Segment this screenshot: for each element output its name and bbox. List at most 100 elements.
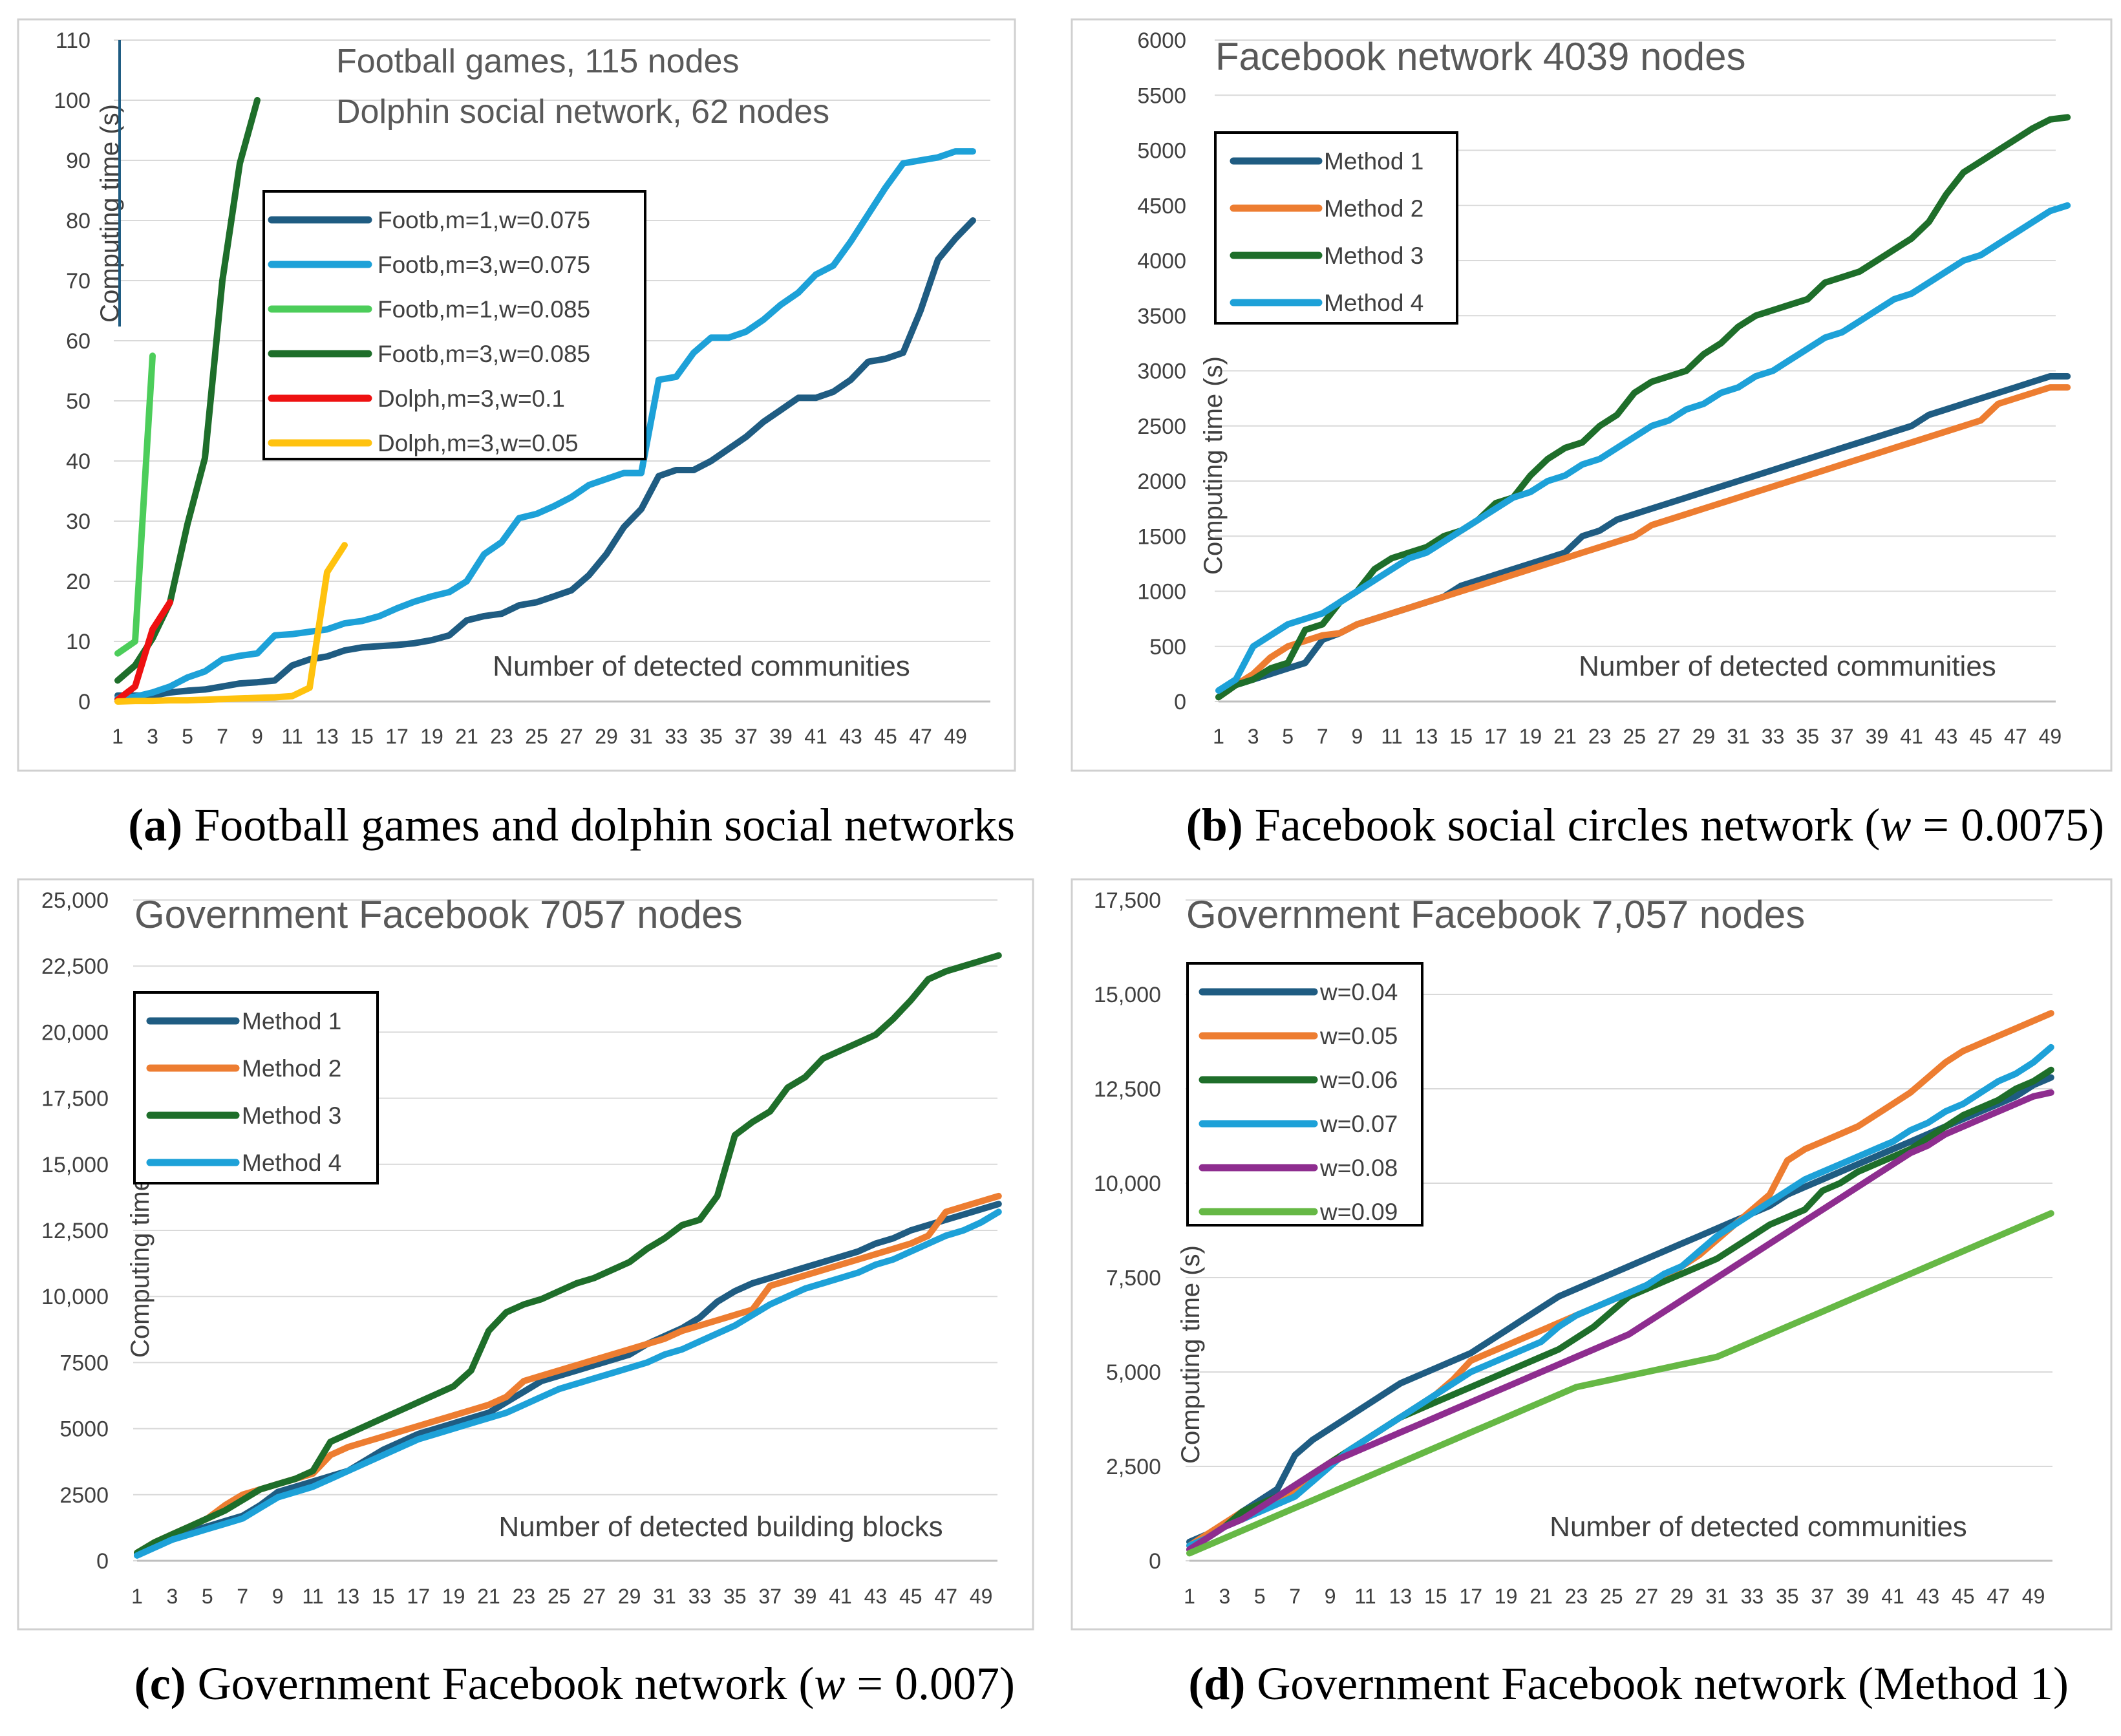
- y-tick-label: 3500: [1137, 304, 1186, 328]
- x-tick-label: 23: [1588, 725, 1612, 748]
- y-tick-label: 17,500: [41, 1087, 109, 1111]
- x-tick-label: 35: [723, 1585, 747, 1608]
- x-tick-label: 45: [874, 725, 897, 748]
- legend-label: w=0.06: [1319, 1067, 1398, 1093]
- y-tick-label: 2500: [1137, 414, 1186, 439]
- y-tick-label: 70: [66, 269, 91, 294]
- y-tick-label: 100: [54, 89, 91, 113]
- y-tick-label: 7,500: [1106, 1266, 1161, 1291]
- x-tick-label: 49: [944, 725, 967, 748]
- series-line-4: [1215, 202, 2071, 694]
- x-axis-label: Number of detected building blocks: [498, 1511, 943, 1543]
- x-tick-label: 29: [618, 1585, 641, 1608]
- legend-label: w=0.05: [1319, 1023, 1398, 1049]
- chart-c: 0 2500 5000 7500 10,000 12,500 15,000 17,500 20,…: [17, 878, 1034, 1709]
- y-tick-label: 40: [66, 449, 91, 474]
- x-tick-label: 45: [1952, 1585, 1975, 1608]
- series-line-5: [114, 599, 173, 703]
- caption-label: (d): [1188, 1658, 1245, 1709]
- x-tick-label: 39: [769, 725, 793, 748]
- x-tick-label: 5: [182, 725, 193, 748]
- x-tick-label: 41: [1881, 1585, 1904, 1608]
- x-tick-label: 31: [630, 725, 653, 748]
- x-tick-label: 21: [477, 1585, 500, 1608]
- legend-label: Footb,m=3,w=0.075: [378, 252, 590, 278]
- x-tick-label: 35: [1776, 1585, 1799, 1608]
- x-tick-label: 27: [1635, 1585, 1658, 1608]
- x-tick-label: 43: [864, 1585, 888, 1608]
- x-tick-label: 39: [1846, 1585, 1870, 1608]
- y-tick-label: 12,500: [1094, 1077, 1161, 1102]
- legend: w=0.04 w=0.05 w=0.06 w=0.07 w=0.08 w=0.09: [1186, 962, 1423, 1227]
- y-tick-label: 17,500: [1094, 888, 1161, 913]
- x-tick-label: 43: [1917, 1585, 1940, 1608]
- y-tick-label: 20: [66, 570, 91, 594]
- x-tick-label: 1: [1184, 1585, 1195, 1608]
- chart-title: Government Facebook 7057 nodes: [134, 893, 743, 936]
- y-tick-label: 10,000: [41, 1285, 109, 1309]
- caption-text: Government Facebook network (Method 1): [1245, 1658, 2069, 1709]
- x-tick-label: 49: [2022, 1585, 2045, 1608]
- caption-text: Facebook social circles network (: [1243, 799, 1881, 851]
- x-axis-label: Number of detected communities: [1579, 650, 1996, 682]
- x-tick-label: 37: [758, 1585, 782, 1608]
- caption-text: Government Facebook network (: [186, 1658, 815, 1709]
- y-tick-label: 5000: [59, 1417, 109, 1442]
- x-tick-label: 39: [794, 1585, 817, 1608]
- y-axis-label: Computing time: [126, 1177, 155, 1358]
- legend-box: [262, 190, 646, 460]
- y-tick-label: 25,000: [41, 888, 109, 913]
- y-tick-label: 5000: [1137, 139, 1186, 164]
- y-tick-label: 22,500: [41, 954, 109, 979]
- x-tick-label: 15: [372, 1585, 395, 1608]
- x-tick-label: 43: [839, 725, 862, 748]
- legend-label: w=0.07: [1319, 1111, 1398, 1137]
- x-tick-label: 47: [934, 1585, 957, 1608]
- x-axis-label: Number of detected communities: [493, 650, 910, 682]
- y-tick-label: 1000: [1137, 580, 1186, 605]
- y-tick-label: 30: [66, 509, 91, 534]
- x-tick-label: 7: [1289, 1585, 1301, 1608]
- x-tick-label: 31: [653, 1585, 676, 1608]
- caption-italic: w: [1880, 799, 1911, 851]
- x-tick-label: 3: [1219, 1585, 1231, 1608]
- x-tick-label: 11: [1354, 1585, 1376, 1608]
- x-tick-label: 7: [1317, 725, 1328, 748]
- y-tick-label: 500: [1149, 635, 1186, 659]
- y-tick-label: 0: [78, 690, 91, 714]
- caption-italic: w: [814, 1658, 845, 1709]
- y-tick-label: 50: [66, 389, 91, 414]
- x-tick-label: 13: [315, 725, 339, 748]
- legend-label: Method 1: [242, 1008, 341, 1034]
- x-tick-label: 27: [560, 725, 583, 748]
- x-tick-label: 41: [829, 1585, 852, 1608]
- x-tick-label: 19: [420, 725, 443, 748]
- x-tick-label: 23: [1565, 1585, 1588, 1608]
- x-tick-label: 3: [1248, 725, 1259, 748]
- y-tick-label: 0: [1149, 1549, 1161, 1574]
- y-tick-label: 15,000: [1094, 983, 1161, 1007]
- x-tick-label: 13: [1415, 725, 1438, 748]
- x-tick-label: 21: [1529, 1585, 1553, 1608]
- y-axis-label: Computing time (s): [1177, 1245, 1205, 1464]
- x-tick-label: 27: [1657, 725, 1681, 748]
- x-tick-label: 15: [1449, 725, 1473, 748]
- series-line-2: [114, 148, 976, 702]
- x-tick-label: 21: [455, 725, 478, 748]
- legend-label: w=0.09: [1319, 1199, 1398, 1225]
- x-tick-label: 43: [1935, 725, 1958, 748]
- x-tick-label: 25: [525, 725, 548, 748]
- series-line-5: [1186, 1089, 2054, 1553]
- y-axis-label: Computing time (s): [1199, 356, 1228, 575]
- legend-label: w=0.04: [1319, 979, 1398, 1005]
- x-tick-label: 23: [513, 1585, 536, 1608]
- legend-label: Dolph,m=3,w=0.1: [378, 385, 565, 412]
- x-tick-label: 47: [909, 725, 932, 748]
- x-axis-label: Number of detected communities: [1550, 1511, 1967, 1543]
- figure-caption: (b) Facebook social circles network (w =…: [1186, 799, 2104, 851]
- y-tick-label: 10,000: [1094, 1172, 1161, 1196]
- series-line-1: [114, 217, 976, 699]
- x-tick-label: 19: [442, 1585, 465, 1608]
- figure-caption: (d) Government Facebook network (Method …: [1188, 1658, 2069, 1709]
- legend-label: w=0.08: [1319, 1155, 1398, 1181]
